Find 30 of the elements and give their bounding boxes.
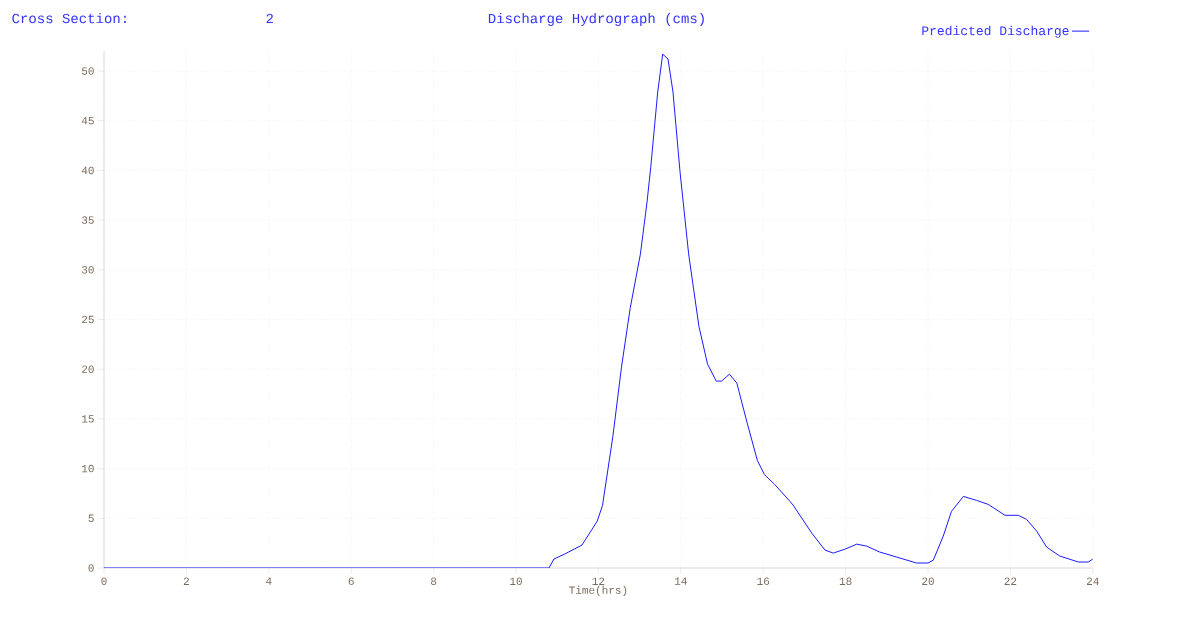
y-tick-label: 15	[82, 415, 94, 423]
x-tick-label: 2	[183, 577, 189, 585]
y-tick-label: 50	[81, 67, 94, 75]
x-tick-label: 20	[922, 577, 934, 585]
y-tick-label: 25	[82, 315, 94, 324]
text: 2	[266, 13, 273, 24]
legend-label: Predicted Discharge	[922, 25, 1069, 38]
y-tick-label: 5	[88, 514, 94, 522]
y-tick-label: 45	[81, 117, 94, 125]
x-tick-label: 16	[757, 577, 770, 585]
x-axis-title: Time(hrs)	[569, 585, 627, 597]
x-tick-label: 0	[101, 577, 107, 585]
y-tick-label: 30	[81, 266, 94, 274]
x-tick-label: 14	[675, 577, 687, 585]
line-series	[104, 53, 1093, 568]
y-tick-label: 20	[82, 365, 94, 373]
y-tick-label: 0	[88, 564, 94, 572]
x-tick-label: 22	[1004, 577, 1017, 585]
x-tick-label: 6	[348, 577, 354, 585]
x-tick-label: 18	[839, 577, 852, 585]
x-tick-label: 10	[510, 577, 522, 585]
x-tick-label: 12	[592, 577, 605, 585]
x-tick-label: 4	[266, 577, 272, 585]
chart-title: Discharge Hydrograph (cms)	[488, 12, 704, 27]
y-tick-label: 10	[82, 464, 94, 473]
x-tick-label: 8	[431, 577, 437, 585]
y-tick-label: 40	[81, 166, 94, 175]
text: Cross Section:	[12, 12, 126, 24]
x-tick-label: 24	[1086, 577, 1099, 585]
y-tick-label: 35	[81, 216, 94, 224]
